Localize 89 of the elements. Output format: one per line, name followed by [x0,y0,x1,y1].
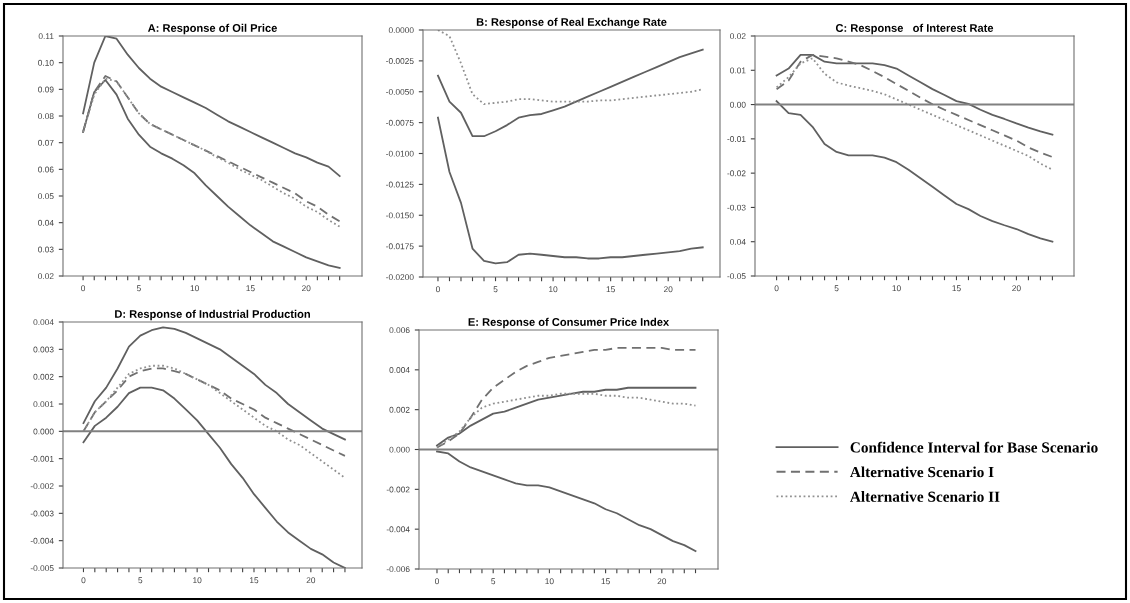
x-tick-label: 15 [246,285,255,292]
y-tick-label: 0.01 [730,67,746,74]
x-tick-label: 5 [136,285,141,292]
y-tick-label: -0.03 [727,204,746,211]
y-tick-label: 0.0000 [388,27,414,34]
x-tick-label: 10 [892,285,901,292]
line-series [775,100,1054,243]
y-tick-label: 0.003 [33,346,54,353]
y-tick-label: -0.0050 [386,88,414,95]
y-tick-label: 0.05 [38,193,54,200]
x-tick-label: 0 [435,286,440,293]
x-tick-label: 5 [493,286,498,293]
y-tick-label: 0.002 [389,406,410,413]
y-tick-label: -0.0150 [386,212,414,219]
chart-title: E: Response of Consumer Price Index [468,317,670,329]
y-tick-label: -0.002 [30,483,54,490]
legend-label: Alternative Scenario II [849,491,1000,502]
legend-label: Confidence Interval for Base Scenario [850,441,1098,453]
y-tick-label: 0.08 [38,113,54,120]
line-series [775,53,1054,136]
y-tick-label: 0.04 [38,219,54,226]
y-tick-label: 0.004 [33,319,54,326]
y-tick-label: -0.0125 [386,181,414,188]
y-tick-label: -0.0025 [386,58,414,64]
line-series [82,79,341,269]
line-series [436,450,697,552]
y-tick-label: 0.09 [38,86,54,93]
chart-title: C: Response of Interest Rate [835,23,994,35]
y-tick-label: -0.005 [30,565,54,572]
y-tick-label: 0.000 [389,446,410,453]
x-tick-label: 10 [549,286,558,293]
x-tick-label: 5 [834,285,839,292]
line-series [437,116,704,265]
chart-title: D: Response of Industrial Production [115,309,310,321]
line-series [436,347,697,449]
y-tick-label: 0.004 [389,367,410,373]
y-tick-label: -0.05 [727,273,746,280]
x-tick-label: 0 [774,285,779,292]
x-tick-label: 0 [81,285,86,292]
y-tick-label: -0.01 [727,136,746,142]
x-tick-label: 15 [606,286,615,293]
y-tick-label: -0.006 [386,566,410,573]
y-tick-label: 0.02 [38,273,54,280]
x-tick-label: 20 [302,285,311,292]
y-tick-label: 0.11 [38,33,54,40]
x-tick-label: 15 [601,578,610,585]
x-tick-label: 15 [952,285,961,292]
y-tick-label: -0.003 [30,510,54,517]
x-tick-label: 20 [663,286,673,293]
chart-title: A: Response of Oil Price [147,23,277,35]
y-tick-label: 0.00 [730,101,746,108]
y-tick-label: 0.07 [38,139,54,146]
y-tick-label: -0.002 [386,486,410,493]
y-tick-label: 0.002 [33,373,54,380]
line-series [82,367,346,457]
y-tick-label: -0.001 [30,455,54,462]
x-tick-label: 20 [1012,285,1021,292]
y-tick-label: -0.0100 [386,150,414,157]
y-tick-label: 0.04 [730,238,746,245]
y-tick-label: -0.0075 [386,119,414,126]
y-tick-label: 0.02 [730,33,746,40]
x-tick-label: 5 [491,578,496,585]
line-series [437,48,704,138]
line-series [82,326,346,441]
y-tick-label: 0.10 [38,59,54,66]
y-tick-label: 0.03 [38,246,54,253]
y-tick-label: -0.0200 [386,274,414,281]
x-tick-label: 20 [657,578,667,585]
x-tick-label: 0 [81,577,86,584]
y-tick-label: -0.0175 [386,243,414,250]
y-tick-label: -0.02 [727,170,746,177]
x-tick-label: 15 [250,577,259,584]
y-tick-label: -0.004 [30,537,54,544]
x-tick-label: 0 [434,578,439,585]
y-tick-label: 0.000 [33,428,54,435]
line-series [82,36,341,177]
y-tick-label: -0.004 [386,526,410,533]
x-tick-label: 10 [193,577,202,584]
chart-title: B: Response of Real Exchange Rate [476,17,667,29]
line-series [82,364,346,479]
x-tick-label: 20 [306,577,316,584]
y-tick-label: 0.06 [38,166,54,173]
line-series [82,386,346,568]
x-tick-label: 10 [545,578,554,585]
x-tick-label: 5 [138,577,143,584]
x-tick-label: 10 [190,285,199,292]
y-tick-label: 0.006 [389,327,410,334]
y-tick-label: 0.001 [33,401,54,408]
legend-label: Alternative Scenario I [849,466,994,478]
